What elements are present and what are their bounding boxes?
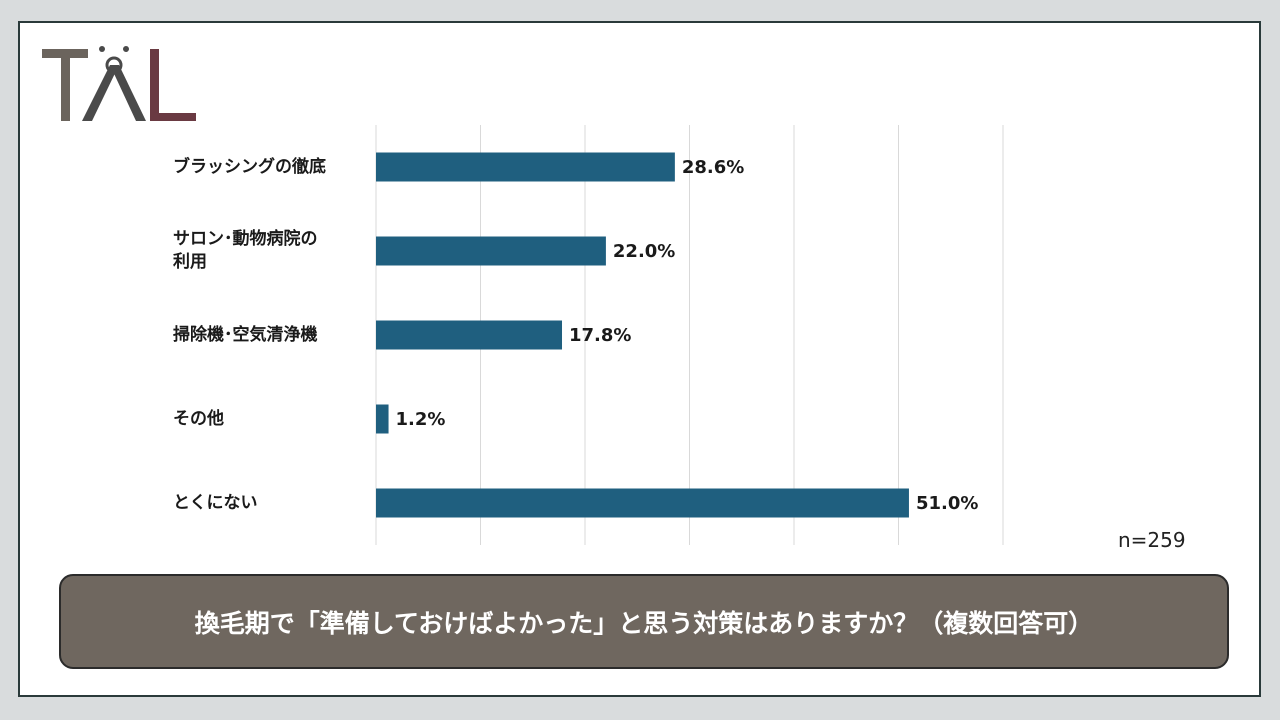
slide-frame: 28.6% 22.0% 17.8% 1.2% 51.0% ブラッシングの徹底サロン･動物…: [18, 21, 1261, 697]
bar: [376, 320, 563, 350]
data-label: 28.6%: [682, 157, 744, 178]
bar: [376, 152, 675, 182]
data-label: 1.2%: [396, 409, 446, 430]
bar: [376, 488, 909, 518]
bars: [376, 152, 909, 518]
bar: [376, 404, 389, 434]
data-label: 22.0%: [613, 241, 675, 262]
category-label: サロン･動物病院の 利用: [173, 229, 318, 272]
value-labels: 28.6% 22.0% 17.8% 1.2% 51.0%: [396, 157, 979, 514]
bar-chart: 28.6% 22.0% 17.8% 1.2% 51.0%: [375, 125, 1004, 545]
data-label: 51.0%: [916, 493, 978, 514]
category-label: 掃除機･空気清浄機: [173, 324, 318, 345]
bar: [376, 236, 606, 266]
category-label: ブラッシングの徹底: [173, 156, 326, 177]
data-label: 17.8%: [569, 325, 631, 346]
category-label: その他: [173, 408, 224, 429]
question-banner: 換毛期で「準備しておけばよかった」と思う対策はありますか？（複数回答可）: [59, 574, 1229, 669]
tal-logo: [42, 46, 196, 121]
chart-title: 換毛期で「準備しておけばよかった」と思う対策はありますか？（複数回答可）: [194, 608, 1094, 638]
category-label: とくにない: [173, 492, 258, 513]
sample-size-label: n=259: [1118, 528, 1186, 552]
